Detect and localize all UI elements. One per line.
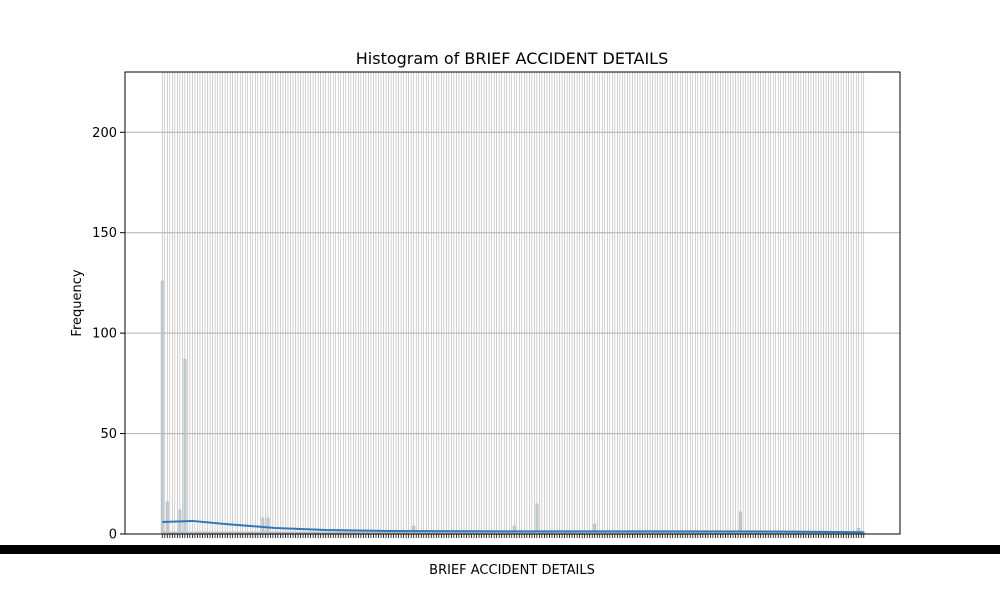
y-tick-label: 0 xyxy=(109,528,117,543)
histogram-bar xyxy=(183,359,187,535)
bars xyxy=(160,280,866,535)
histogram-bar xyxy=(165,501,169,535)
chart-title: Histogram of BRIEF ACCIDENT DETAILS xyxy=(356,49,668,68)
y-tick-label: 100 xyxy=(92,327,117,342)
plot-frame xyxy=(124,71,901,535)
y-tick-label: 200 xyxy=(92,126,117,141)
y-tick-label: 50 xyxy=(100,427,117,442)
y-axis: 0 50 100 150 200 xyxy=(92,126,125,543)
histogram-bar xyxy=(160,280,164,535)
histogram-bar xyxy=(593,523,597,535)
x-tick-labels-overlapped xyxy=(0,545,1000,554)
histogram-bar xyxy=(266,517,270,535)
y-tick-label: 150 xyxy=(92,226,117,241)
x-axis-ticks xyxy=(161,534,865,538)
kde-curve xyxy=(162,519,864,534)
grid-lines xyxy=(125,72,900,535)
histogram-bar xyxy=(512,525,516,535)
y-axis-label: Frequency xyxy=(70,269,85,336)
histogram-bar xyxy=(535,503,539,535)
x-axis-label: BRIEF ACCIDENT DETAILS xyxy=(429,563,595,578)
histogram-bar xyxy=(412,525,416,535)
